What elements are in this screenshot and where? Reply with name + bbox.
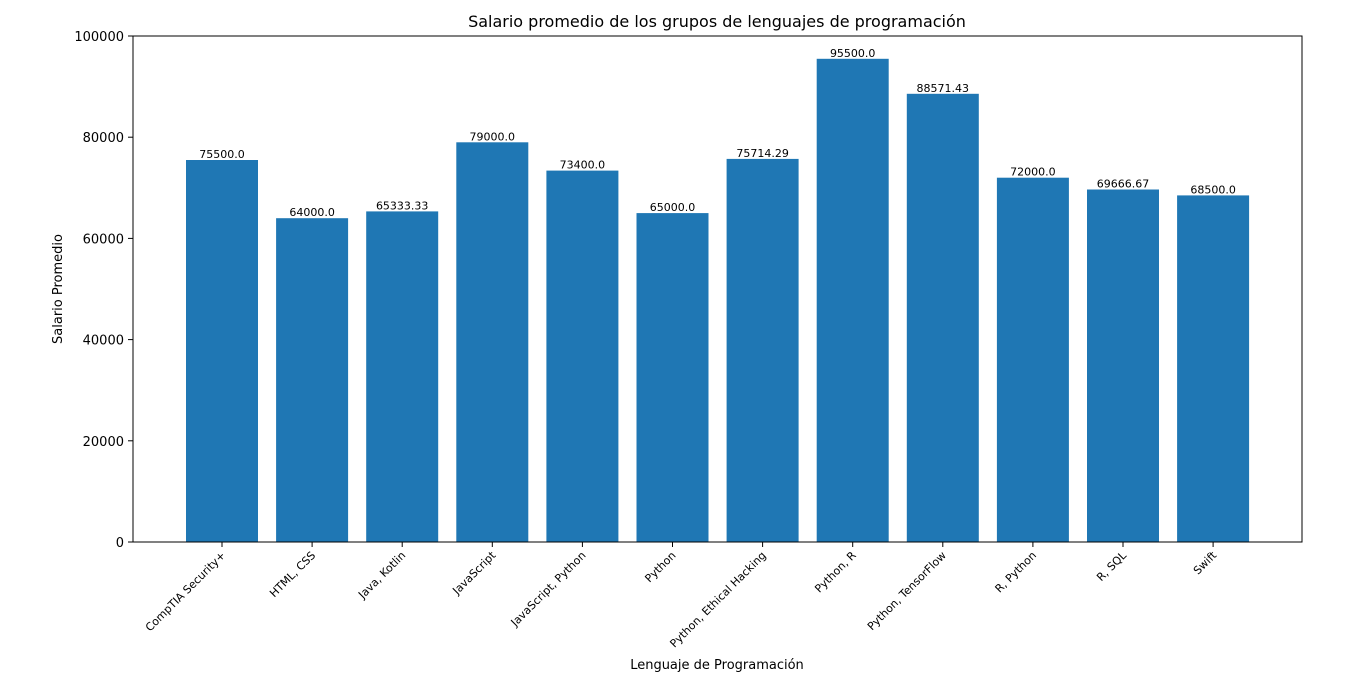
bar-2 [366,211,439,542]
x-tick-label: CompTIA Security+ [143,549,228,634]
bar-3 [456,142,529,543]
chart-title: Salario promedio de los grupos de lengua… [468,12,966,31]
x-tick-label: Python, Ethical Hacking [667,549,768,650]
x-tick-label: JavaScript [450,548,499,597]
y-tick-label: 60000 [83,232,124,247]
x-axis-label: Lenguaje de Programación [630,658,804,673]
x-tick-label: R, SQL [1094,548,1130,584]
y-axis: 0 20000 40000 60000 80000 100000 [74,30,133,551]
x-tick-label: JavaScript, Python [508,549,589,630]
x-tick-label: Java, Kotlin [355,549,408,602]
data-labels-group: 75500.0 64000.0 65333.33 79000.0 73400.0 6500… [199,47,1236,219]
y-tick-label: 0 [116,536,124,551]
x-tick-label: HTML, CSS [267,549,318,600]
bar-value-label: 75500.0 [199,148,245,161]
bars-group [186,58,1250,543]
bar-5 [636,213,709,542]
bar-10 [1087,189,1159,542]
bar-0 [186,160,258,542]
bar-8 [906,93,979,543]
bar-value-label: 75714.29 [736,147,789,160]
y-tick-label: 20000 [83,435,124,450]
x-tick-label: Python, R [812,549,859,596]
bar-value-label: 69666.67 [1097,178,1150,191]
bar-6 [726,158,799,542]
y-axis-label: Salario Promedio [51,234,66,344]
bar-value-label: 68500.0 [1190,183,1236,196]
bar-1 [276,218,349,542]
y-tick-label: 100000 [74,30,124,45]
plot-frame [132,35,1303,543]
bar-value-label: 73400.0 [560,159,606,172]
x-tick-label: Python, TensorFlow [865,549,949,633]
bar-11 [1177,195,1250,542]
bar-7 [816,58,889,543]
y-tick-label: 40000 [83,334,124,349]
bar-value-label: 72000.0 [1010,166,1056,179]
bar-value-label: 64000.0 [289,206,335,219]
x-tick-label: R, Python [993,549,1040,596]
x-tick-label: Swift [1191,548,1220,577]
bar-4 [546,170,619,542]
bar-value-label: 79000.0 [470,130,516,143]
bar-value-label: 65000.0 [650,201,696,214]
bar-value-label: 88571.43 [917,82,970,95]
bar-value-label: 65333.33 [376,199,429,212]
x-tick-label: Python [642,549,678,585]
x-axis: CompTIA Security+ HTML, CSS Java, Kotlin Ja… [143,542,1220,650]
bar-9 [996,177,1069,542]
y-tick-label: 80000 [83,131,124,146]
bar-value-label: 95500.0 [830,47,876,60]
